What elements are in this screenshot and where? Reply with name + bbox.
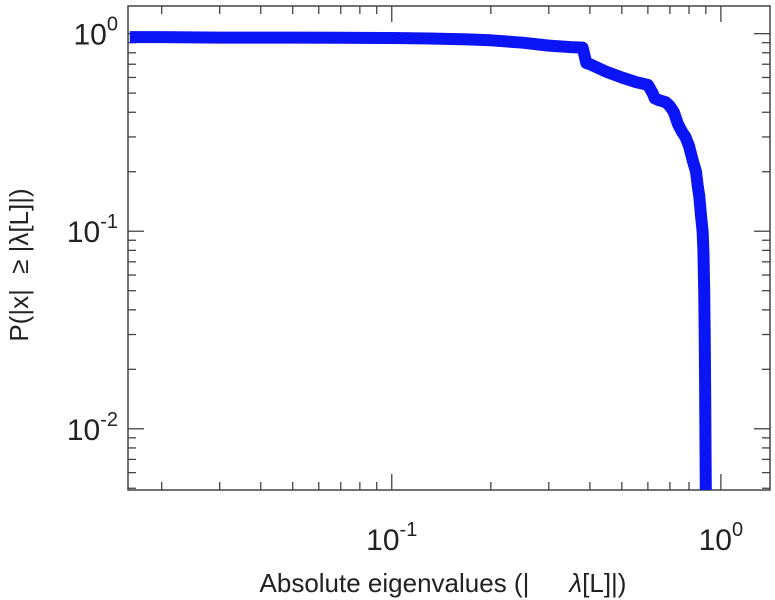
y-tick-label: 10-2 (67, 409, 118, 447)
series-line (129, 31, 712, 491)
y-axis-label-text: P(|x| (4, 282, 34, 342)
y-axis-label-lambda: λ (4, 233, 34, 246)
axis-ticks (128, 6, 770, 490)
x-axis-label-text: Absolute eigenvalues (| (260, 568, 530, 598)
x-axis-label-lambda: λ (567, 568, 582, 598)
y-tick-label: 10-1 (67, 211, 118, 249)
y-axis-label: P(|x| ≥ |λ[L]|) (4, 188, 34, 341)
x-tick-label: 100 (699, 519, 744, 557)
y-axis-label-tail: [L]|) (4, 188, 34, 232)
tick-labels: 10-1 100 100 10-1 10-2 (67, 14, 743, 557)
x-tick-label: 10-1 (366, 519, 417, 557)
x-axis-label-tail: [L]|) (582, 568, 626, 598)
x-axis-label: Absolute eigenvalues (| λ[L]|) (260, 568, 627, 598)
y-axis-label-bar: | (4, 246, 34, 260)
y-axis-label-geq: ≥ (4, 260, 34, 274)
y-tick-label: 100 (74, 14, 119, 52)
plot-frame (127, 5, 771, 491)
